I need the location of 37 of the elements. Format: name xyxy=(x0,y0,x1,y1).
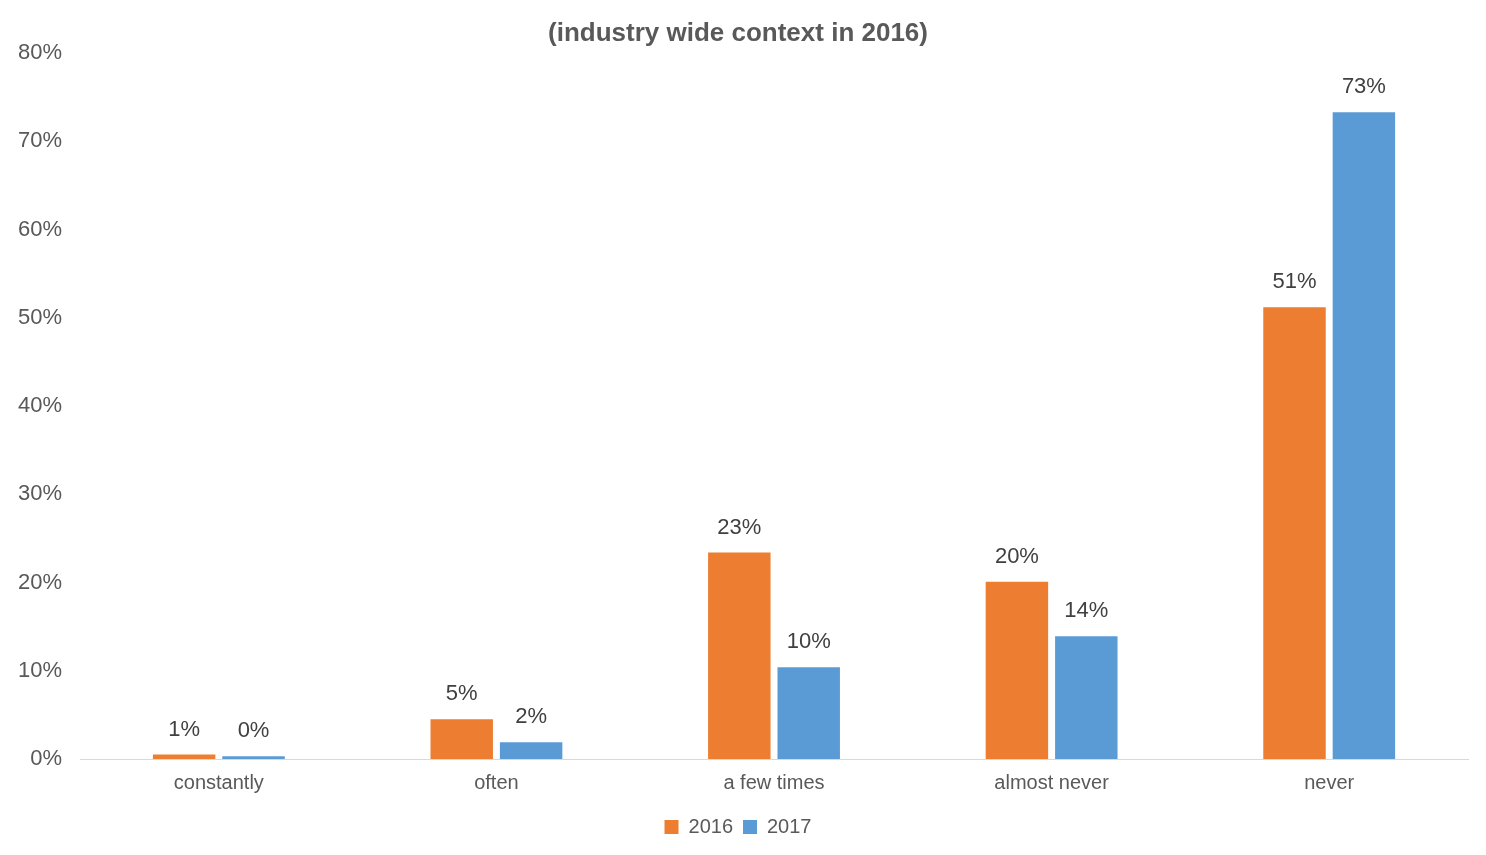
bar xyxy=(777,667,840,759)
bar xyxy=(708,552,771,759)
x-tick-label: a few times xyxy=(723,770,825,793)
legend-label: 2016 xyxy=(688,814,734,837)
y-tick-label: 70% xyxy=(17,127,63,153)
y-tick-label: 10% xyxy=(17,656,63,682)
bar xyxy=(499,742,563,759)
y-tick-label: 30% xyxy=(17,480,63,506)
x-tick-label: often xyxy=(474,770,519,793)
data-label: 2% xyxy=(515,703,548,729)
bar xyxy=(985,581,1049,759)
y-tick-label: 20% xyxy=(17,568,63,594)
bar xyxy=(152,754,216,759)
data-label: 20% xyxy=(994,542,1039,568)
bar xyxy=(1055,636,1118,759)
data-label: 0% xyxy=(237,717,270,743)
bar xyxy=(1263,307,1326,759)
y-tick-label: 0% xyxy=(30,745,63,771)
y-tick-label: 50% xyxy=(17,303,63,329)
data-label: 5% xyxy=(445,680,478,706)
data-label: 23% xyxy=(717,513,762,539)
bar xyxy=(430,719,493,759)
bar xyxy=(222,756,285,759)
y-tick-label: 80% xyxy=(17,39,63,65)
y-tick-label: 60% xyxy=(17,215,63,241)
data-label: 10% xyxy=(786,628,831,654)
bar xyxy=(1332,112,1396,759)
data-label: 51% xyxy=(1272,268,1317,294)
x-tick-label: never xyxy=(1304,770,1355,793)
y-tick-label: 40% xyxy=(17,392,63,418)
legend-label: 2017 xyxy=(767,814,812,837)
chart-title: (industry wide context in 2016) xyxy=(548,16,928,47)
data-label: 73% xyxy=(1341,73,1386,99)
data-label: 1% xyxy=(168,715,201,741)
data-label: 14% xyxy=(1064,597,1109,623)
x-tick-label: almost never xyxy=(994,770,1110,793)
x-tick-label: constantly xyxy=(173,770,264,793)
